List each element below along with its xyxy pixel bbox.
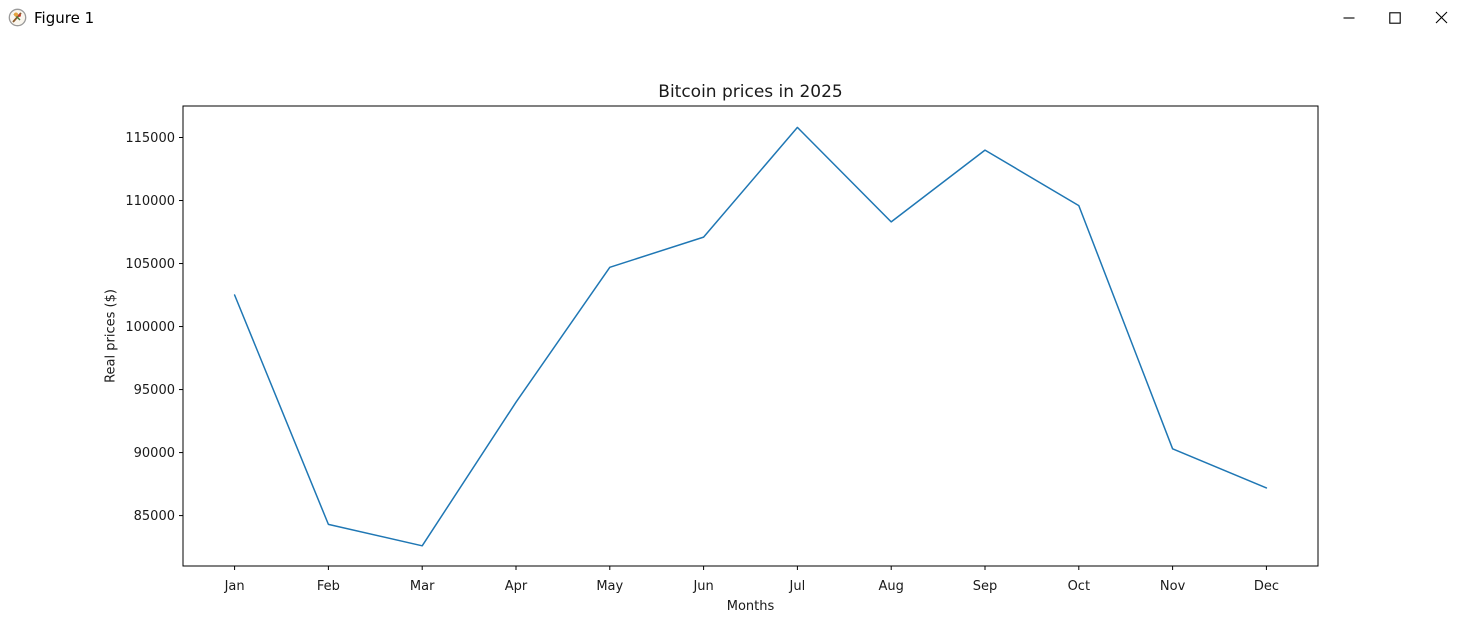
- y-tick-label: 90000: [134, 446, 175, 461]
- price-line-series: [233, 126, 1268, 547]
- window-title: Figure 1: [34, 8, 95, 27]
- window-titlebar: Figure 1: [0, 0, 1464, 35]
- x-tick-label: May: [596, 579, 623, 594]
- close-icon: [1435, 11, 1447, 24]
- x-tick-label: Sep: [973, 579, 998, 594]
- minimize-icon: [1343, 16, 1355, 19]
- y-axis-ticks: 85000 90000 95000 100000 105000 110000 115000: [125, 131, 183, 524]
- x-tick-label: Dec: [1254, 579, 1279, 594]
- y-tick-label: 115000: [125, 131, 175, 146]
- minimize-button[interactable]: [1326, 0, 1372, 35]
- y-tick-label: 100000: [125, 320, 175, 335]
- y-tick-label: 85000: [134, 509, 175, 524]
- y-tick-label: 105000: [125, 257, 175, 272]
- window-controls: [1326, 0, 1464, 35]
- x-tick-label: Feb: [317, 579, 340, 594]
- axes-spines: [182, 105, 1319, 567]
- x-tick-label: Nov: [1160, 579, 1186, 594]
- maximize-icon: [1389, 11, 1401, 24]
- x-axis-label: Months: [726, 599, 775, 614]
- x-tick-label: Jan: [224, 579, 245, 594]
- x-tick-label: Oct: [1068, 579, 1090, 594]
- y-tick-label: 110000: [125, 194, 175, 209]
- y-axis-label: Real prices ($): [103, 289, 119, 383]
- x-tick-label: Aug: [879, 579, 904, 594]
- x-tick-label: Jun: [692, 579, 713, 594]
- x-tick-label: Mar: [410, 579, 435, 594]
- close-button[interactable]: [1418, 0, 1464, 35]
- x-tick-label: Jul: [789, 579, 806, 594]
- y-tick-label: 95000: [134, 383, 175, 398]
- chart-title: Bitcoin prices in 2025: [658, 82, 843, 102]
- maximize-button[interactable]: [1372, 0, 1418, 35]
- matplotlib-icon: [8, 8, 27, 27]
- x-tick-label: Apr: [505, 579, 528, 594]
- x-axis-ticks: Jan Feb Mar Apr May Jun Jul Aug Sep Oct Nov Dec: [224, 566, 1279, 594]
